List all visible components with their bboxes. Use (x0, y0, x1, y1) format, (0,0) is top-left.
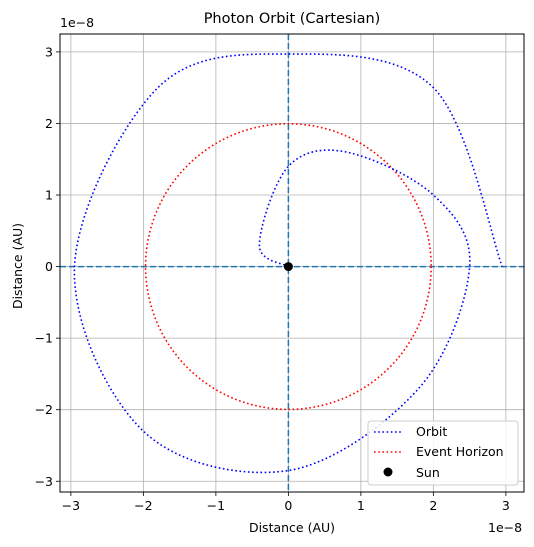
legend-sun-marker (384, 468, 393, 477)
x-tick-label-1: −2 (134, 498, 152, 513)
legend-event-horizon-label: Event Horizon (416, 444, 504, 459)
legend-sun-label: Sun (416, 465, 440, 480)
legend-orbit-label: Orbit (416, 424, 447, 439)
x-offset-text: 1e−8 (488, 520, 522, 535)
x-tick-label-2: −1 (207, 498, 225, 513)
y-tick-label-4: 1 (45, 188, 53, 203)
sun-marker (284, 262, 293, 271)
chart-title: Photon Orbit (Cartesian) (204, 11, 381, 27)
y-axis-label: Distance (AU) (10, 223, 25, 309)
x-axis-label: Distance (AU) (249, 520, 335, 535)
x-tick-label-5: 2 (429, 498, 437, 513)
y-tick-label-5: 2 (45, 116, 53, 131)
legend: Orbit Event Horizon Sun (368, 421, 518, 485)
y-tick-label-2: −1 (35, 331, 53, 346)
x-tick-label-3: 0 (284, 498, 292, 513)
y-tick-label-6: 3 (45, 44, 53, 59)
x-tick-label-4: 1 (357, 498, 365, 513)
y-tick-label-3: 0 (45, 259, 53, 274)
y-tick-label-0: −3 (35, 474, 53, 489)
y-tick-label-1: −2 (35, 402, 53, 417)
y-offset-text: 1e−8 (60, 15, 94, 30)
x-tick-label-6: 3 (502, 498, 510, 513)
x-tick-label-0: −3 (62, 498, 80, 513)
